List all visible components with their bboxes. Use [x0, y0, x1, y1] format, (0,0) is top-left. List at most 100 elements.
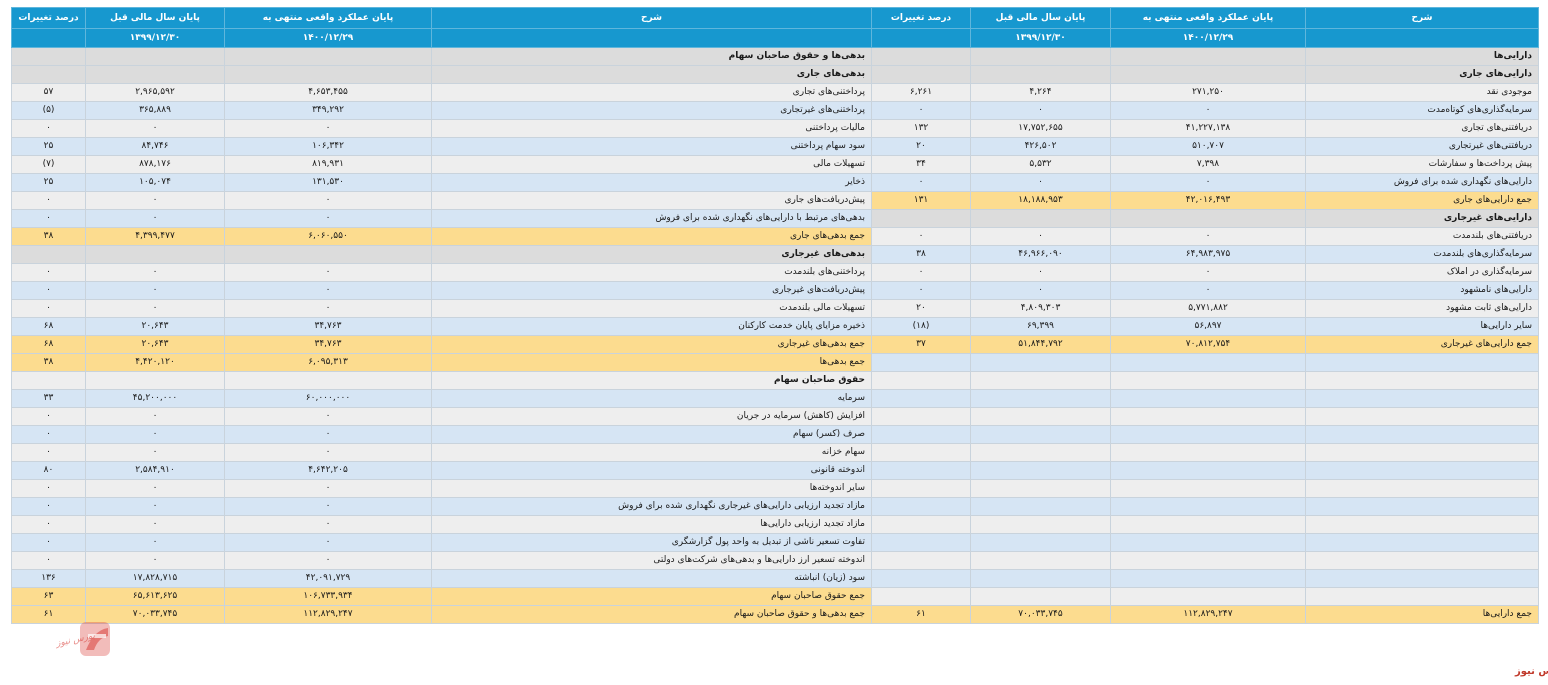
right-current-cell: [1110, 47, 1306, 66]
right-current-cell: ۰: [1110, 173, 1306, 192]
table-row: دارایی‌های جاری بدهی‌های جاری: [11, 65, 1539, 84]
right-current-cell: [1110, 551, 1306, 570]
left-current-cell: ۰: [224, 515, 432, 534]
right-current-cell: ۰: [1110, 227, 1306, 246]
table-row: دارایی‌های نامشهود ۰ ۰ ۰ پیش‌دریافت‌های غیرج…: [11, 281, 1539, 300]
right-desc-cell: [1305, 479, 1539, 498]
left-change-cell: ۲۵: [11, 137, 86, 156]
left-current-cell: ۱۱۲,۸۲۹,۲۴۷: [224, 605, 432, 624]
left-change-cell: ۶۱: [11, 605, 86, 624]
right-current-cell: [1110, 407, 1306, 426]
left-change-cell: ۳۳: [11, 389, 86, 408]
table-row: جمع دارایی‌ها ۱۱۲,۸۲۹,۲۴۷ ۷۰,۰۳۳,۷۴۵ ۶۱ جمع …: [11, 605, 1539, 624]
right-previous-cell: [970, 407, 1111, 426]
table-row: پیش پرداخت‌ها و سفارشات ۷,۳۹۸ ۵,۵۳۲ ۳۴ تسهیل…: [11, 155, 1539, 174]
left-desc-cell: مازاد تجدید ارزیابی دارایی‌های غیرجاری ن…: [431, 497, 872, 516]
left-desc-cell: سود سهام پرداختنی: [431, 137, 872, 156]
table-row: اندوخته قانونی ۴,۶۴۲,۲۰۵ ۲,۵۸۴,۹۱۰ ۸۰: [11, 461, 1539, 480]
right-previous-cell: [970, 443, 1111, 462]
left-desc-cell: پرداختنی‌های تجاری: [431, 83, 872, 102]
right-previous-cell: ۷۰,۰۳۳,۷۴۵: [970, 605, 1111, 624]
left-change-cell: ۰: [11, 191, 86, 210]
right-previous-cell: [970, 497, 1111, 516]
left-desc-cell: حقوق صاحبان سهام: [431, 371, 872, 390]
right-current-cell: [1110, 587, 1306, 606]
right-desc-cell: سایر دارایی‌ها: [1305, 317, 1539, 336]
left-previous-cell: ۲,۹۶۵,۵۹۲: [85, 83, 225, 102]
left-desc-cell: تفاوت تسعیر ناشی از تبدیل به واحد پول گز…: [431, 533, 872, 552]
left-current-cell: ۶,۰۹۵,۳۱۳: [224, 353, 432, 372]
right-current-cell: [1110, 479, 1306, 498]
right-desc-cell: سرمایه‌گذاری‌های بلندمدت: [1305, 245, 1539, 264]
right-previous-cell: [970, 209, 1111, 228]
right-current-cell: [1110, 533, 1306, 552]
left-current-cell: ۳۴,۷۶۳: [224, 335, 432, 354]
right-previous-cell: ۱۷,۷۵۲,۶۵۵: [970, 119, 1111, 138]
right-current-cell: ۷۰,۸۱۲,۷۵۴: [1110, 335, 1306, 354]
right-desc-cell: دارایی‌ها: [1305, 47, 1539, 66]
left-change-cell: (۵): [11, 101, 86, 120]
left-change-cell: ۰: [11, 281, 86, 300]
right-desc-cell: [1305, 497, 1539, 516]
table-row: سرمایه‌گذاری‌های بلندمدت ۶۴,۹۸۳,۹۷۵ ۴۶,۹۶۶…: [11, 245, 1539, 264]
left-current-cell: ۰: [224, 119, 432, 138]
header-change-left: درصد تغییرات: [11, 7, 86, 29]
left-previous-cell: ۰: [85, 119, 225, 138]
left-desc-cell: تسهیلات مالی بلندمدت: [431, 299, 872, 318]
left-desc-cell: بدهی‌های جاری: [431, 65, 872, 84]
table-row: دریافتنی‌های تجاری ۴۱,۲۲۷,۱۳۸ ۱۷,۷۵۲,۶۵۵ ۱۳…: [11, 119, 1539, 138]
left-change-cell: (۷): [11, 155, 86, 174]
left-desc-cell: پرداختنی‌های بلندمدت: [431, 263, 872, 282]
left-previous-cell: ۲۰,۶۴۳: [85, 335, 225, 354]
table-row: اندوخته تسعیر ارز دارایی‌ها و بدهی‌های ش…: [11, 551, 1539, 570]
left-current-cell: ۳۴۹,۲۹۲: [224, 101, 432, 120]
left-previous-cell: ۴,۴۲۰,۱۲۰: [85, 353, 225, 372]
logo-mark-icon: [80, 622, 110, 656]
left-change-cell: ۰: [11, 425, 86, 444]
right-change-cell: ۰: [871, 227, 971, 246]
left-current-cell: ۰: [224, 191, 432, 210]
right-change-cell: [871, 425, 971, 444]
header-previous-right: پایان سال مالی قبل: [970, 7, 1111, 29]
table-row: جمع حقوق صاحبان سهام ۱۰۶,۷۳۳,۹۳۴ ۶۵,۶۱۳,۶۲…: [11, 587, 1539, 606]
header-previous-left: پایان سال مالی قبل: [85, 7, 225, 29]
left-previous-cell: ۰: [85, 299, 225, 318]
left-previous-cell: ۴,۳۹۹,۴۷۷: [85, 227, 225, 246]
right-change-cell: ۶,۲۶۱: [871, 83, 971, 102]
header-previous-date-right: ۱۳۹۹/۱۲/۳۰: [970, 28, 1111, 48]
right-change-cell: ۰: [871, 173, 971, 192]
left-desc-cell: جمع بدهی‌های غیرجاری: [431, 335, 872, 354]
right-desc-cell: سرمایه‌گذاری در املاک: [1305, 263, 1539, 282]
right-current-cell: [1110, 65, 1306, 84]
right-change-cell: [871, 389, 971, 408]
right-previous-cell: ۰: [970, 263, 1111, 282]
left-desc-cell: ذخیره مزایای پایان خدمت کارکنان: [431, 317, 872, 336]
left-previous-cell: ۴۵,۲۰۰,۰۰۰: [85, 389, 225, 408]
header-current-date-left: ۱۴۰۰/۱۲/۲۹: [224, 28, 432, 48]
left-current-cell: ۰: [224, 533, 432, 552]
right-current-cell: ۵,۷۷۱,۸۸۲: [1110, 299, 1306, 318]
left-current-cell: ۱۳۱,۵۳۰: [224, 173, 432, 192]
right-previous-cell: ۰: [970, 173, 1111, 192]
header-current-left: پایان عملکرد واقعی منتهی به: [224, 7, 432, 29]
left-desc-cell: بدهی‌ها و حقوق صاحبان سهام: [431, 47, 872, 66]
left-previous-cell: ۰: [85, 209, 225, 228]
right-previous-cell: [970, 533, 1111, 552]
left-change-cell: ۶۸: [11, 335, 86, 354]
left-previous-cell: ۸۴,۷۴۶: [85, 137, 225, 156]
left-current-cell: ۴,۶۴۲,۲۰۵: [224, 461, 432, 480]
right-previous-cell: [970, 353, 1111, 372]
right-previous-cell: [970, 65, 1111, 84]
left-change-cell: ۰: [11, 209, 86, 228]
left-previous-cell: [85, 65, 225, 84]
table-row: دریافتنی‌های بلندمدت ۰ ۰ ۰ جمع بدهی‌های جاری…: [11, 227, 1539, 246]
right-desc-cell: [1305, 461, 1539, 480]
header-change-right: درصد تغییرات: [871, 7, 971, 29]
left-change-cell: ۵۷: [11, 83, 86, 102]
table-row: سرمایه‌گذاری‌های کوتاه‌مدت ۰ ۰ ۰ پرداختنی‌ها…: [11, 101, 1539, 120]
left-change-cell: ۰: [11, 407, 86, 426]
right-current-cell: [1110, 353, 1306, 372]
right-current-cell: ۶۴,۹۸۳,۹۷۵: [1110, 245, 1306, 264]
right-change-cell: [871, 515, 971, 534]
left-previous-cell: ۰: [85, 407, 225, 426]
